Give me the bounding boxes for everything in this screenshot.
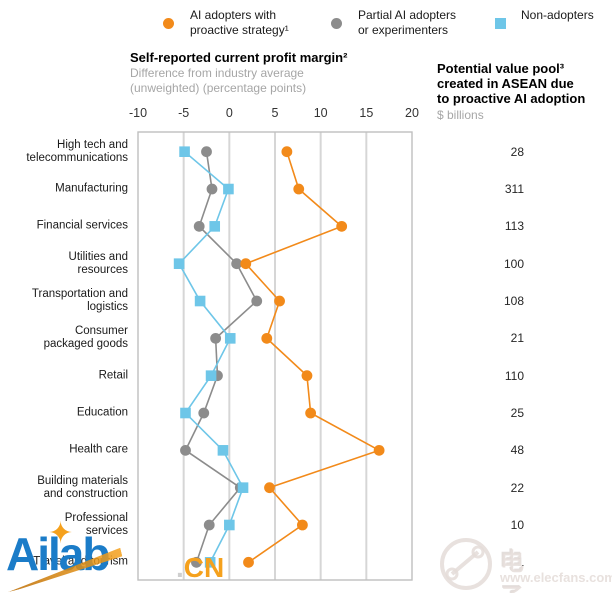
row-label: Utilities and resources	[68, 250, 128, 276]
row-label: Financial services	[36, 219, 128, 232]
ailab-logo-text: Ailab	[6, 528, 110, 580]
ailab-cn-text: .CN	[176, 552, 225, 583]
chart-title: Self-reported current profit margin²	[130, 50, 348, 65]
value-pool-header: Potential value pool³ created in ASEAN d…	[437, 61, 586, 106]
value-pool-unit: $ billions	[437, 108, 484, 122]
gray-dot-icon	[331, 18, 342, 29]
x-tick-label: 10	[313, 106, 328, 120]
value-pool-value: 28	[510, 144, 524, 159]
legend-item-nonadopters: Non-adopters	[495, 8, 594, 29]
x-tick-label: 5	[271, 106, 279, 120]
elecfans-url-text: www.elecfans.com	[500, 570, 612, 585]
value-pool-value: 48	[510, 443, 524, 458]
legend-label: or experimenters	[358, 23, 449, 37]
series-non-adopters	[173, 146, 249, 568]
orange-dot-icon	[163, 18, 174, 29]
row-label: Consumer packaged goods	[43, 325, 128, 351]
chart-subtitle: Difference from industry average (unweig…	[130, 66, 307, 95]
value-pool-value: 110	[504, 368, 524, 383]
legend-item-partial: Partial AI adopters or experimenters	[331, 8, 456, 38]
value-pool-value: 10	[510, 518, 524, 532]
x-tick-label: -5	[178, 106, 190, 120]
row-label: Education	[76, 406, 128, 419]
x-tick-label: -10	[128, 106, 148, 120]
legend-label: AI adopters with	[190, 8, 277, 22]
value-pool-value: 22	[510, 480, 524, 495]
value-pool-value: 21	[510, 331, 524, 346]
elecfans-logo-icon	[440, 538, 492, 590]
value-pool-value: 311	[504, 182, 524, 197]
value-pool-value: 100	[503, 256, 524, 271]
legend-item-proactive: AI adopters with proactive strategy¹	[163, 8, 289, 38]
value-pool-value: 108	[503, 294, 524, 309]
row-label: Manufacturing	[55, 182, 128, 195]
ailab-star-icon: ✦	[48, 517, 74, 550]
x-tick-label: 15	[359, 106, 374, 120]
elecfans-cn-text: 电子发烧友	[500, 549, 526, 593]
blue-square-icon	[495, 18, 506, 29]
row-label: Professional services	[64, 512, 128, 537]
legend-label: Non-adopters	[521, 8, 594, 22]
legend-label: Partial AI adopters	[358, 8, 457, 22]
row-label: Transportation and logistics	[31, 288, 128, 314]
elecfans-watermark: 电子发烧友 www.elecfans.com	[438, 536, 612, 593]
row-label: High tech and telecommunications	[26, 138, 128, 164]
value-pool-value: 1	[517, 555, 524, 570]
legend-label: proactive strategy¹	[190, 23, 289, 37]
value-pool-value: 113	[504, 219, 524, 234]
x-tick-label: 20	[405, 106, 419, 120]
value-pool-value: 25	[510, 406, 524, 420]
row-label: Retail	[98, 369, 128, 382]
row-label: Building materials and construction	[37, 474, 128, 500]
ailab-watermark: ✦ Ailab .CN	[6, 517, 224, 580]
x-tick-label: 0	[225, 106, 233, 120]
row-label: Health care	[69, 443, 128, 456]
series-proactive	[240, 146, 385, 568]
